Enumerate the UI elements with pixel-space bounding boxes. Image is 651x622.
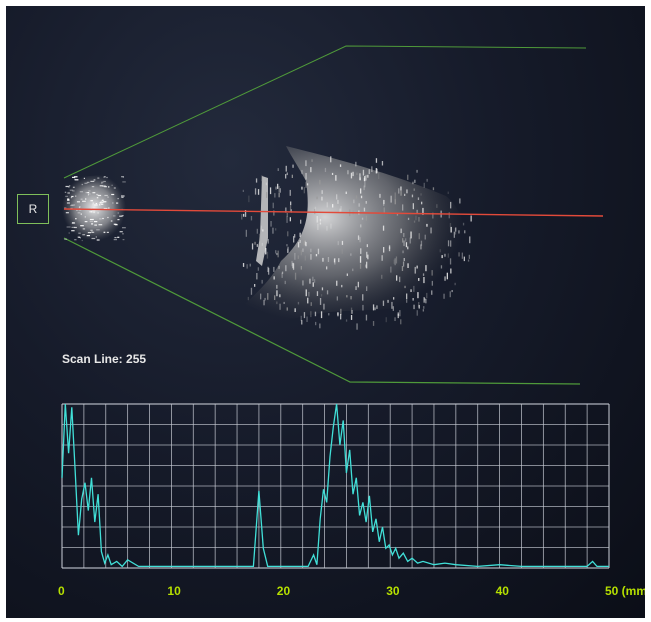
near-field-echo [62,174,126,242]
a-scan-x-ticks: 0 10 20 30 40 50 (mm) [58,584,645,598]
b-scan-image [62,45,604,385]
ultrasound-screen: R Scan Line: 255 0 10 20 30 40 50 (mm) [6,6,645,618]
x-tick-label: 40 [496,584,510,598]
x-tick-label: 0 [58,584,65,598]
a-scan-chart: 0 10 20 30 40 50 (mm) [58,403,645,598]
lens-echo [256,176,268,266]
posterior-echo [232,146,472,330]
a-scan-trace [61,403,609,568]
x-tick-label: 10 [167,584,181,598]
sector-outline-bottom [63,237,581,385]
x-tick-label: 30 [386,584,400,598]
x-tick-label: 20 [277,584,291,598]
scan-line-readout: Scan Line: 255 [62,352,147,366]
x-tick-label: 50 (mm) [605,584,645,598]
eye-side-label: R [17,194,49,224]
sector-outline-top [63,45,587,179]
scan-line-marker [63,208,604,217]
a-scan-grid [61,403,610,569]
